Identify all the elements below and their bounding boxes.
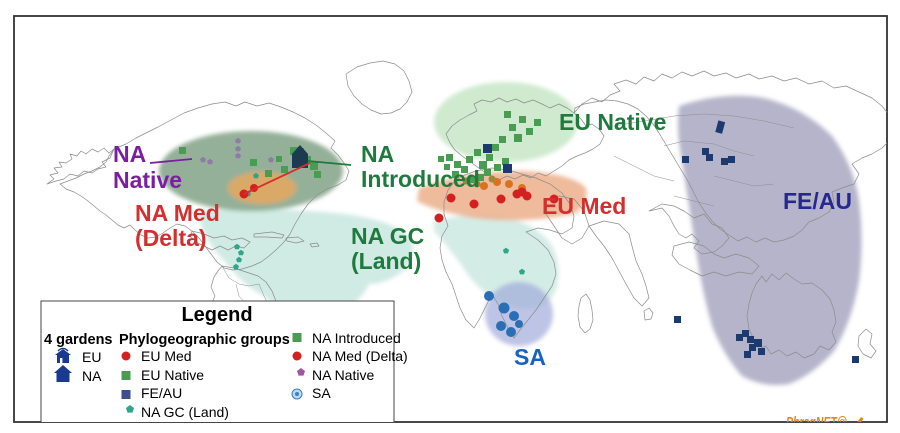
svg-text:NA: NA	[82, 368, 102, 384]
svg-text:EU Med: EU Med	[542, 193, 626, 219]
svg-text:EU Native: EU Native	[141, 367, 204, 383]
svg-text:NA GC: NA GC	[351, 223, 424, 249]
svg-text:SA: SA	[514, 344, 546, 370]
svg-text:NA Med: NA Med	[135, 200, 220, 226]
svg-text:NA Introduced: NA Introduced	[312, 330, 401, 346]
svg-text:Phylogeographic groups: Phylogeographic groups	[119, 332, 290, 348]
svg-text:4 gardens: 4 gardens	[44, 332, 113, 348]
svg-text:FE/AU: FE/AU	[141, 385, 182, 401]
svg-text:NA: NA	[113, 141, 146, 167]
svg-text:NA GC (Land): NA GC (Land)	[141, 404, 229, 420]
svg-text:EU: EU	[82, 349, 101, 365]
svg-text:EU Native: EU Native	[559, 109, 666, 135]
svg-text:SA: SA	[312, 385, 331, 401]
svg-text:Legend: Legend	[181, 304, 252, 326]
svg-text:NA: NA	[361, 141, 394, 167]
svg-text:Native: Native	[113, 167, 182, 193]
svg-text:NA Native: NA Native	[312, 367, 374, 383]
svg-text:(Delta): (Delta)	[135, 225, 207, 251]
svg-text:EU Med: EU Med	[141, 348, 192, 364]
svg-text:NA Med (Delta): NA Med (Delta)	[312, 348, 408, 364]
svg-text:Introduced: Introduced	[361, 166, 480, 192]
svg-text:FE/AU: FE/AU	[783, 188, 852, 214]
svg-text:(Land): (Land)	[351, 248, 421, 274]
